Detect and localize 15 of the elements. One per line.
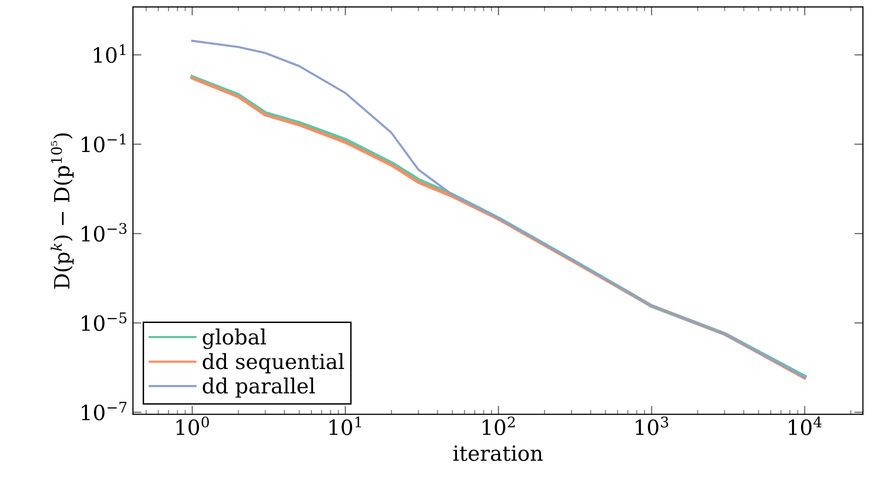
y-tick-label: 10$^{−7}$ xyxy=(82,402,126,420)
y-tick-label: 10$^{−3}$ xyxy=(82,222,126,242)
x-tick-label: 10$^{4}$ xyxy=(788,416,822,436)
x-axis-title: iteration xyxy=(453,445,543,462)
legend-label: global xyxy=(202,328,266,350)
y-axis-title: D(p$^{k}$) − D(p$^{10⁵}$) xyxy=(50,133,74,289)
legend-label: dd sequential xyxy=(202,353,344,374)
y-tick-label: 10$^{−5}$ xyxy=(82,312,126,332)
x-tick-label: 10$^{0}$ xyxy=(176,416,209,436)
x-tick-label: 10$^{2}$ xyxy=(482,416,515,436)
x-tick-label: 10$^{1}$ xyxy=(330,416,361,436)
x-tick-label: 10$^{3}$ xyxy=(636,416,668,436)
y-tick-label: 10$^{1}$ xyxy=(94,44,126,63)
y-tick-label: 10$^{−1}$ xyxy=(82,134,126,152)
legend-label: dd parallel xyxy=(202,378,315,398)
